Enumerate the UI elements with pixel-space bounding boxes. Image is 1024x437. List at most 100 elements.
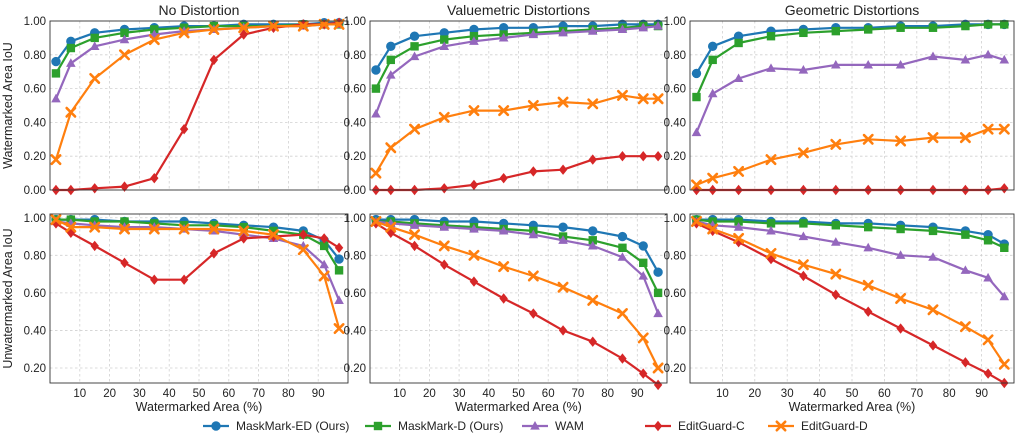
data-point: [983, 49, 993, 59]
x-tick-label: 50: [846, 388, 859, 400]
x-tick-label: 70: [572, 388, 585, 400]
data-point: [239, 233, 248, 244]
data-point: [797, 259, 809, 271]
data-point: [617, 252, 628, 261]
data-point: [386, 41, 396, 52]
data-point: [998, 123, 1010, 135]
data-point: [65, 106, 77, 118]
y-tick-label: 0.80: [664, 250, 686, 262]
chart-panel-4: 0.20 0.40 0.60 0.80 1.00 10 20 30 40 50 60 70 80 90 Wa…: [1, 213, 349, 414]
data-point: [639, 368, 648, 379]
legend-item: MaskMark-D (Ours): [365, 419, 503, 433]
series-square: [692, 20, 1009, 102]
data-point: [439, 222, 450, 231]
chart-panel-6: 0.20 0.40 0.60 0.80 1.00 10 20 30 40 50 60 70 80 90 Wa…: [664, 213, 1015, 414]
data-point: [150, 172, 159, 184]
data-point: [371, 65, 381, 75]
data-point: [766, 63, 776, 72]
data-point: [469, 179, 479, 191]
data-point: [692, 92, 701, 102]
data-point: [469, 32, 479, 41]
y-tick-label: 0.20: [24, 363, 46, 375]
data-point: [1000, 20, 1009, 29]
y-tick-label: 1.00: [344, 213, 366, 225]
data-point: [864, 25, 873, 34]
data-point: [831, 59, 841, 69]
data-point: [297, 244, 309, 256]
data-point: [318, 270, 330, 282]
data-point: [238, 225, 250, 237]
y-tick-label: 0.40: [24, 325, 46, 337]
y-tick-label: 0.60: [664, 84, 686, 96]
data-point: [89, 41, 100, 50]
data-point: [51, 69, 61, 78]
chart-panel-2: 0.00 0.20 0.40 0.60 0.80 1.00 Valuemetric Dist…: [344, 2, 668, 197]
y-axis-label: Unwatermarked Area IoU: [1, 228, 15, 368]
data-point: [862, 279, 874, 291]
data-point: [961, 230, 970, 239]
data-point: [588, 226, 598, 236]
y-tick-label: 1.00: [664, 213, 686, 225]
x-tick-label: 70: [252, 388, 265, 400]
data-point: [409, 31, 420, 41]
data-point: [469, 36, 479, 45]
legend-label: MaskMark-D (Ours): [398, 419, 503, 433]
data-point: [268, 229, 279, 241]
data-point: [690, 179, 702, 191]
x-tick-label: 90: [975, 388, 988, 400]
panel-title: Valuemetric Distortions: [447, 2, 590, 18]
plot-frame: [49, 213, 349, 384]
data-point: [617, 231, 628, 242]
data-point: [928, 23, 938, 32]
data-point: [587, 294, 599, 306]
x-tick-label: 50: [512, 388, 525, 400]
x-axis-label: Watermarked Area (%): [789, 400, 916, 414]
x-tick-label: 60: [222, 388, 235, 400]
data-point: [119, 34, 130, 44]
data-point: [119, 49, 130, 61]
data-point: [1000, 243, 1009, 252]
y-tick-label: 0.00: [664, 185, 686, 197]
data-point: [798, 65, 809, 74]
data-point: [120, 28, 129, 38]
chart-panel-3: 0.00 0.20 0.40 0.60 0.80 1.00 Geometric Distor…: [664, 2, 1015, 197]
data-point: [386, 55, 395, 65]
y-tick-label: 0.20: [24, 151, 46, 163]
data-point: [238, 22, 250, 34]
data-point: [895, 293, 907, 304]
data-point: [148, 223, 160, 235]
x-tick-label: 60: [878, 388, 891, 400]
data-point: [179, 123, 189, 135]
data-point: [438, 111, 450, 123]
data-point: [385, 70, 396, 79]
data-point: [707, 223, 719, 235]
x-tick-label: 20: [748, 388, 761, 400]
x-tick-label: 80: [943, 388, 956, 400]
data-point: [119, 223, 130, 235]
panel-title: No Distortion: [159, 2, 240, 18]
data-point: [864, 306, 873, 317]
x-tick-label: 10: [393, 388, 406, 400]
data-point: [895, 135, 907, 147]
data-point: [928, 340, 938, 351]
data-point: [51, 218, 61, 229]
data-point: [734, 217, 743, 226]
data-point: [733, 232, 745, 244]
data-point: [653, 151, 663, 162]
data-point: [653, 379, 663, 391]
data-point: [178, 27, 190, 39]
x-tick-label: 40: [482, 388, 495, 400]
x-axis-label: Watermarked Area (%): [455, 400, 582, 414]
data-point: [652, 362, 664, 374]
data-point: [334, 242, 344, 253]
data-point: [983, 272, 993, 282]
series-line: [695, 53, 1005, 133]
data-point: [318, 18, 330, 30]
y-tick-label: 0.80: [664, 50, 686, 62]
data-point: [831, 221, 840, 230]
data-point: [707, 172, 719, 184]
data-point: [268, 20, 279, 32]
x-tick-label: 80: [601, 388, 614, 400]
data-point: [733, 73, 744, 83]
data-point: [527, 270, 539, 282]
